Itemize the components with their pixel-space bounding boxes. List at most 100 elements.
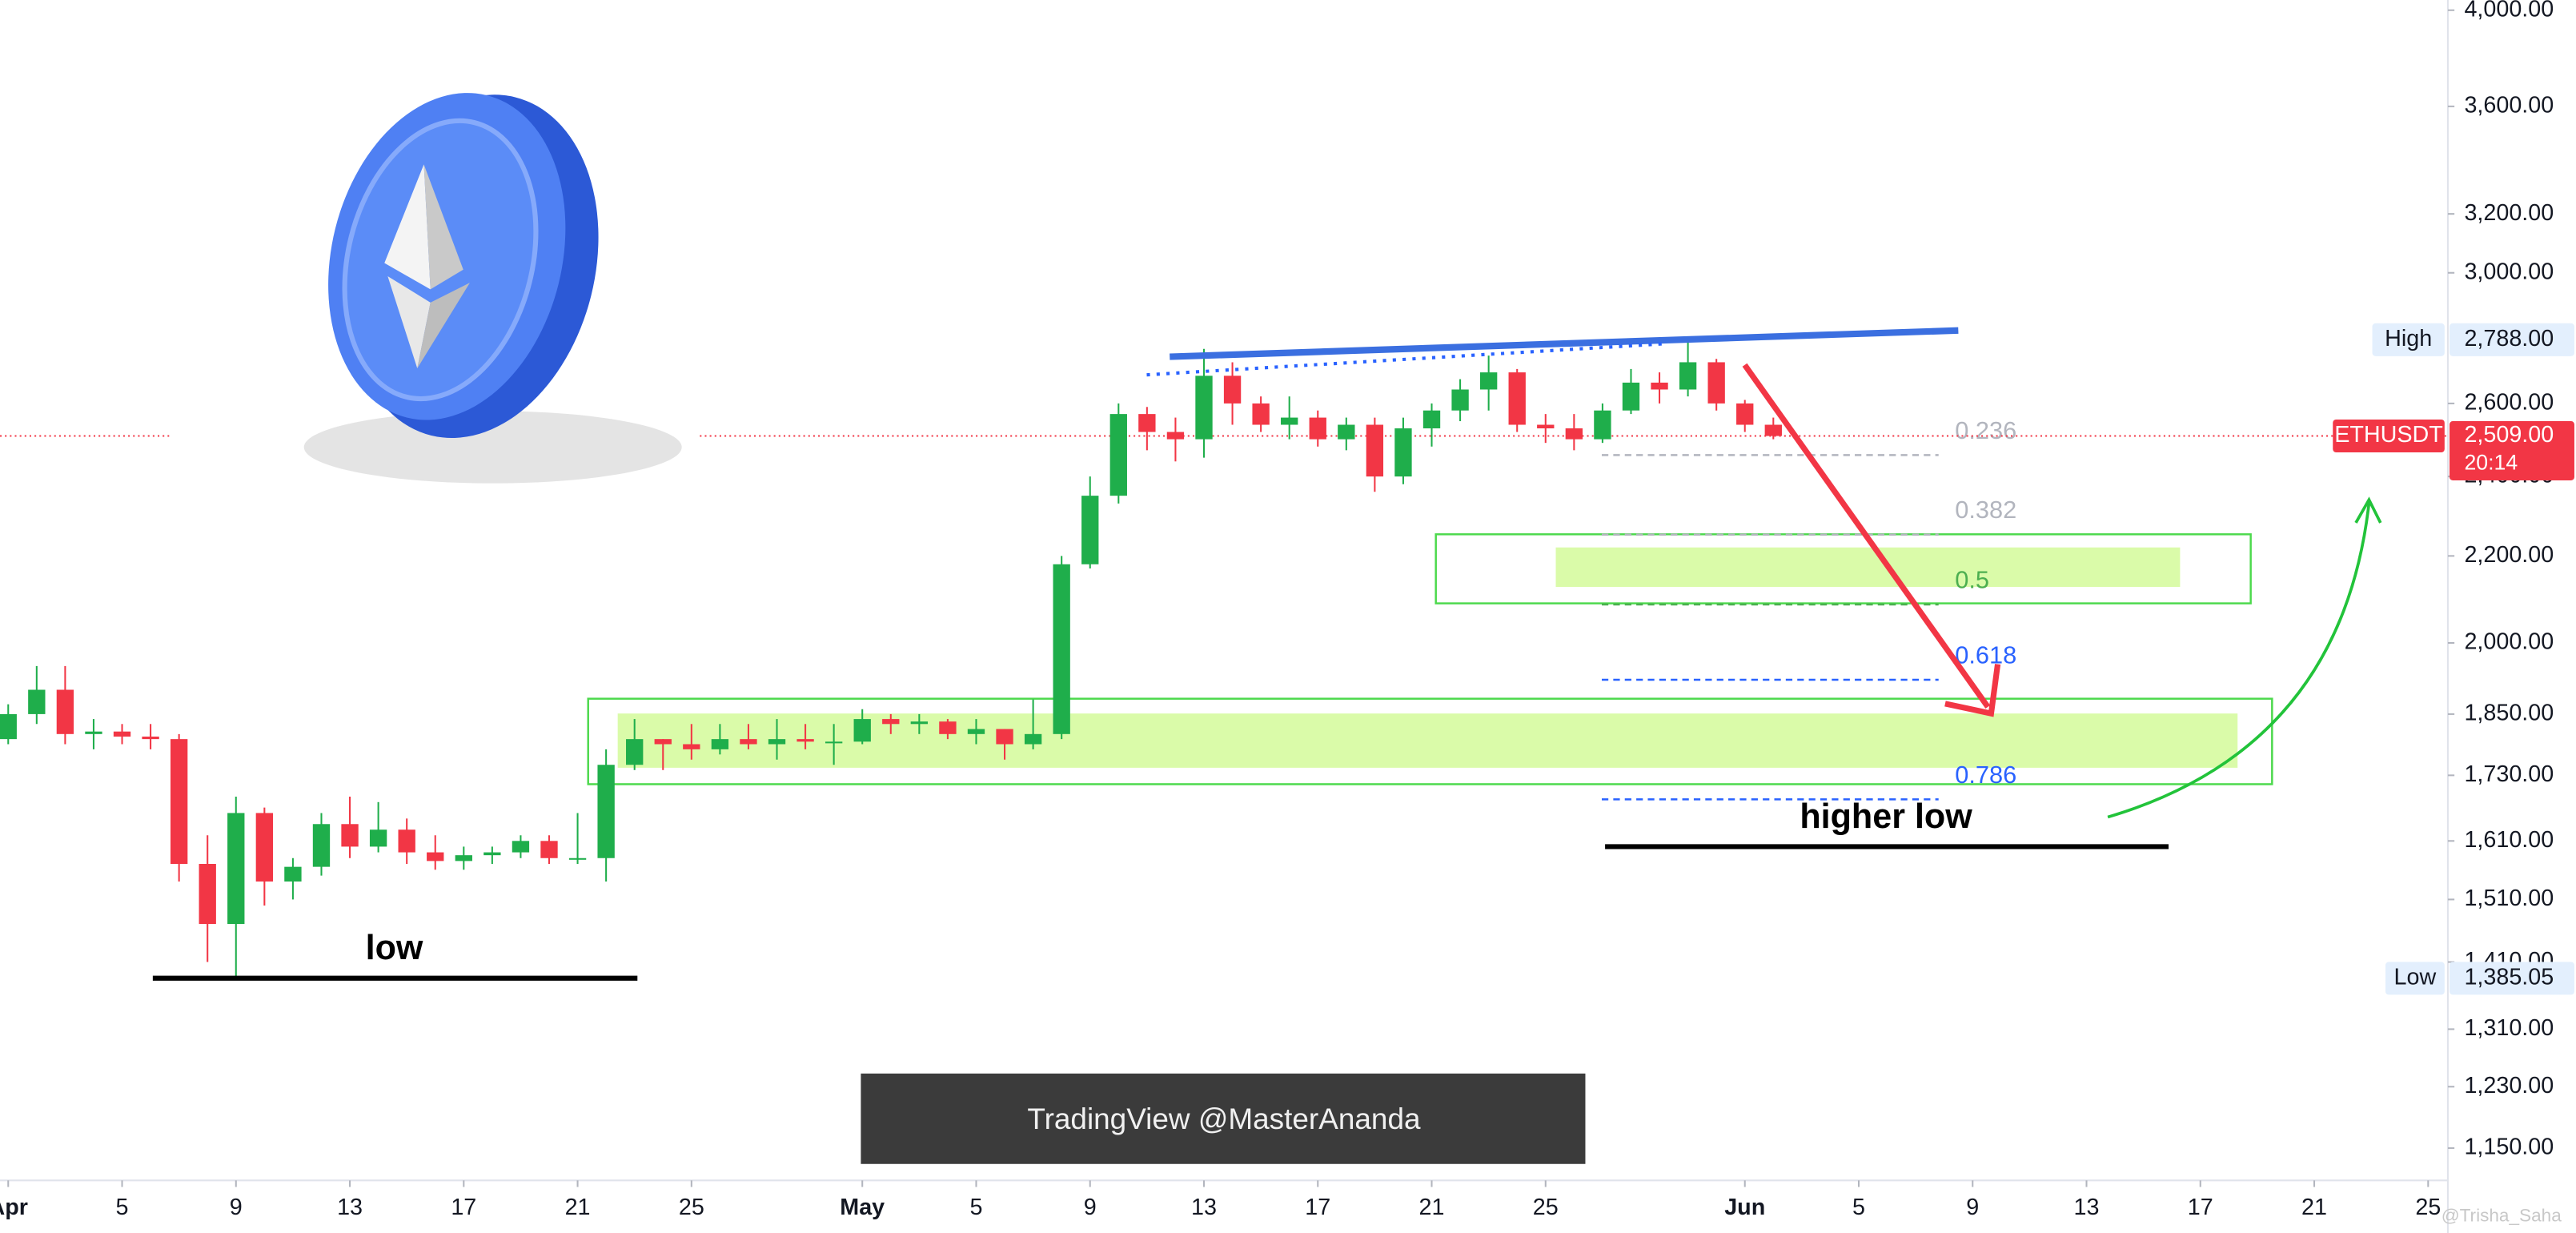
x-tick-label: 5 <box>116 1195 129 1220</box>
candle-body <box>1508 372 1526 425</box>
candle-body <box>1479 372 1498 390</box>
y-tick-label: 1,850.00 <box>2464 700 2554 725</box>
x-tick-label: 25 <box>679 1195 704 1220</box>
plot <box>0 339 2448 978</box>
candle-body <box>0 713 17 740</box>
x-tick-label: 9 <box>230 1195 243 1220</box>
price-badge-label: High <box>2385 326 2432 351</box>
fib-label: 0.786 <box>1955 761 2016 789</box>
x-tick-label: 13 <box>1191 1195 1217 1220</box>
candle-body <box>740 739 757 745</box>
candle-body <box>1166 432 1185 440</box>
x-tick-label: 5 <box>1852 1195 1865 1220</box>
candle-body <box>711 739 729 749</box>
candle-body <box>1281 417 1298 425</box>
price-badge-label-bg <box>2385 962 2445 995</box>
candle-body <box>1451 389 1469 411</box>
y-tick-label: 1,230.00 <box>2464 1073 2554 1098</box>
x-tick-label: 25 <box>2415 1195 2441 1220</box>
y-tick-label: 3,200.00 <box>2464 200 2554 226</box>
candle-body <box>28 689 46 714</box>
target-zone <box>1555 547 2181 588</box>
y-tick-label: 1,730.00 <box>2464 761 2554 787</box>
watermark: TradingView @MasterAnanda <box>1027 1102 1421 1135</box>
candle-body <box>939 721 957 734</box>
candle-body <box>142 736 159 740</box>
down-arrow <box>1742 363 2001 717</box>
candle-body <box>996 729 1013 745</box>
x-tick-label: 17 <box>451 1195 476 1220</box>
candle-body <box>1309 417 1326 440</box>
candle-body <box>1651 382 1668 390</box>
candle-body <box>1024 733 1042 745</box>
y-tick-label: 1,610.00 <box>2464 827 2554 853</box>
x-tick-label: 21 <box>2301 1195 2327 1220</box>
candle-body <box>113 731 131 737</box>
x-tick-label: 21 <box>1419 1195 1445 1220</box>
price-badge <box>2449 962 2574 995</box>
candle-body <box>1537 424 1555 429</box>
up-arrow <box>2107 496 2382 819</box>
candle-body <box>1366 424 1384 477</box>
candle-body <box>484 852 501 856</box>
candle-body <box>1622 382 1640 411</box>
candle-body <box>540 841 558 858</box>
support-zone-outline <box>587 697 2273 785</box>
candle-body <box>1081 496 1099 564</box>
candle-body <box>1223 376 1242 404</box>
fib-label: 0.618 <box>1955 641 2016 669</box>
candle-body <box>683 744 700 749</box>
price-badge <box>2449 323 2574 356</box>
price-badge-label: Low <box>2394 964 2437 990</box>
x-tick-label: 21 <box>565 1195 591 1220</box>
candle-body <box>1565 428 1583 440</box>
candle-body <box>284 866 302 882</box>
x-tick-label: 17 <box>1305 1195 1330 1220</box>
x-tick-label: 13 <box>337 1195 363 1220</box>
candle-body <box>853 719 871 742</box>
y-tick-label: 3,600.00 <box>2464 92 2554 118</box>
x-tick-label: May <box>840 1195 885 1220</box>
x-tick-label: Jun <box>1724 1195 1765 1220</box>
price-badge-value: 1,385.05 <box>2464 964 2554 990</box>
price-badge-value: 2,788.00 <box>2464 326 2554 351</box>
price-badge-label-bg <box>2333 419 2445 453</box>
candle-body <box>1109 414 1127 496</box>
candle-body <box>1679 362 1697 390</box>
candle-body <box>1394 428 1412 477</box>
x-tick-label: Apr <box>0 1195 28 1220</box>
candle-body <box>1053 564 1070 734</box>
y-tick-label: 2,200.00 <box>2464 542 2554 568</box>
candle-body <box>227 813 245 925</box>
candle-body <box>1422 410 1441 429</box>
resistance-line <box>1170 327 1959 360</box>
candle-body <box>1195 376 1213 440</box>
candle-body <box>427 852 444 861</box>
y-tick-label: 2,600.00 <box>2464 389 2554 415</box>
x-tick-label: 17 <box>2188 1195 2213 1220</box>
y-tick-label: 4,000.00 <box>2464 0 2554 22</box>
candle-body <box>85 731 102 734</box>
x-tick-label: 25 <box>1533 1195 1559 1220</box>
candle-body <box>56 689 74 734</box>
candle-body <box>398 829 415 853</box>
price-badge-label-bg <box>2372 323 2445 356</box>
candle-body <box>568 857 587 860</box>
price-badge <box>2449 421 2574 480</box>
candle-body <box>455 855 472 861</box>
candle-body <box>825 741 843 744</box>
candle-body <box>1594 410 1611 440</box>
annotation: low <box>366 929 423 967</box>
candle-body <box>255 813 274 882</box>
fib-label: 0.236 <box>1955 416 2016 444</box>
price-countdown: 20:14 <box>2464 450 2518 474</box>
candle-body <box>1338 424 1355 440</box>
fib-label: 0.382 <box>1955 496 2016 524</box>
candle-body <box>910 721 929 725</box>
candle-body <box>768 739 786 745</box>
price-badge-label: ETHUSDT <box>2334 422 2443 448</box>
